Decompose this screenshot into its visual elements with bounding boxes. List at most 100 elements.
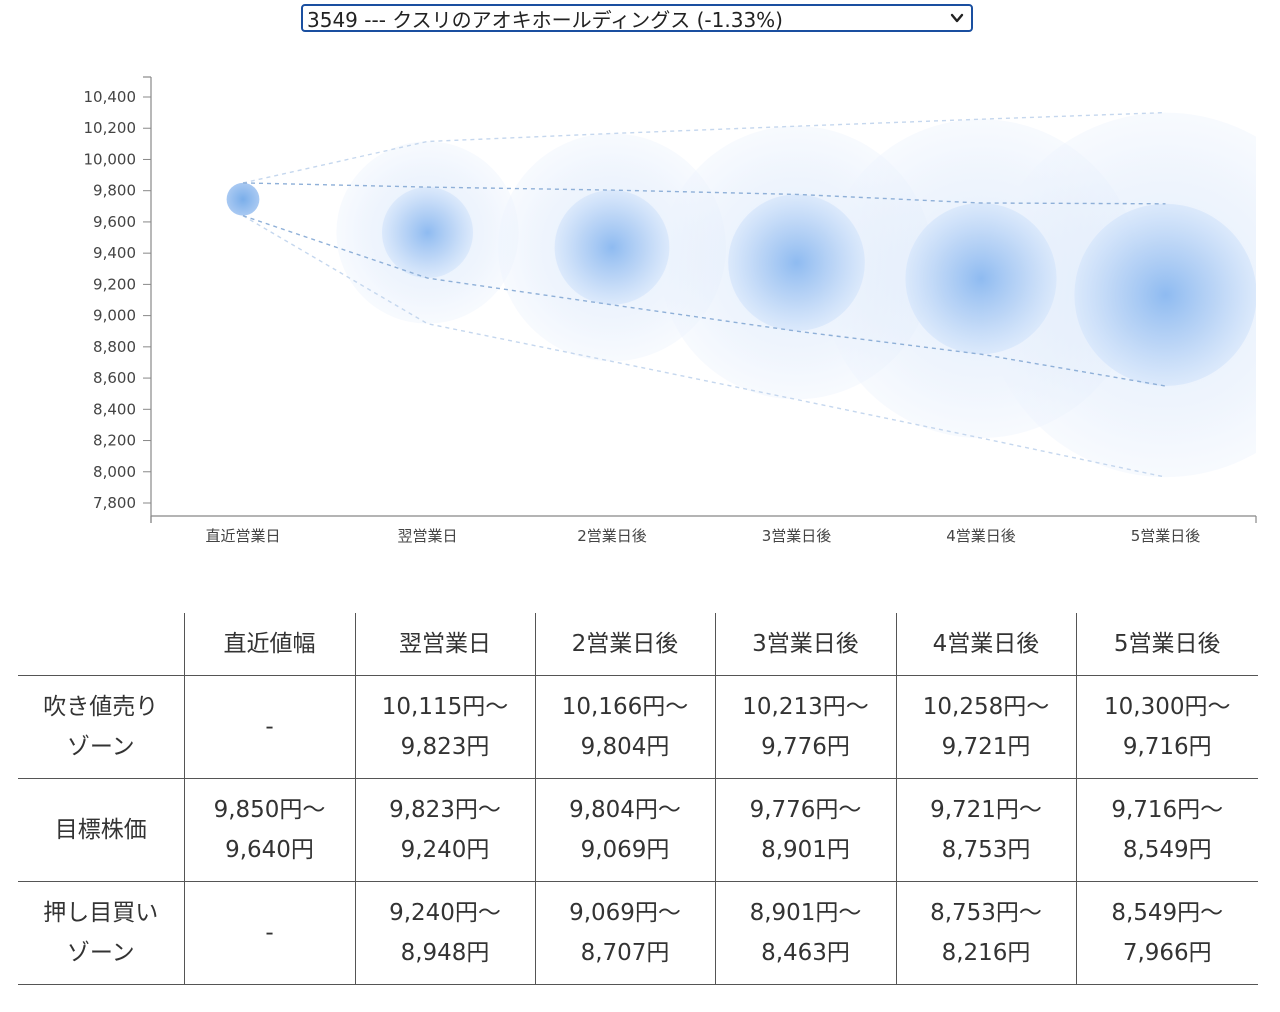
cell-value: 8,549円〜 [1111, 900, 1224, 926]
y-tick-label: 10,200 [84, 119, 137, 137]
table-cell: 9,776円〜 8,901円 [714, 778, 897, 882]
y-tick-label: 8,200 [93, 432, 136, 450]
table-cell: 9,823円〜 9,240円 [354, 778, 536, 882]
x-tick-label: 4営業日後 [946, 527, 1016, 545]
table-cell: 10,115円〜 9,823円 [354, 675, 536, 779]
outer-upper-line [242, 111, 1166, 184]
x-tick-label: 2営業日後 [577, 527, 647, 545]
cell-value: 9,069円〜 [569, 900, 681, 926]
table-header-cell: 2営業日後 [534, 613, 716, 676]
cell-value: 8,549円 [1122, 837, 1212, 863]
row-label-line: 目標株価 [54, 817, 147, 843]
table-cell: 10,166円〜 9,804円 [534, 675, 716, 779]
y-tick-label: 9,400 [93, 244, 136, 262]
y-tick-label: 9,800 [93, 182, 136, 200]
table-cell: 9,240円〜 8,948円 [354, 881, 536, 985]
table-corner-cell [18, 613, 185, 676]
row-label-line: 押し目買い [43, 900, 159, 926]
y-tick-label: 10,400 [84, 88, 137, 106]
cell-value: 9,776円〜 [749, 797, 862, 823]
table-header-cell: 5営業日後 [1075, 613, 1258, 676]
stock-select[interactable]: 3549 --- クスリのアオキホールディングス (-1.33%) [301, 4, 973, 32]
cell-value: - [265, 920, 274, 946]
table-cell: 9,716円〜 8,549円 [1075, 778, 1258, 882]
row-label-line: ゾーン [66, 940, 135, 966]
chevron-down-icon [950, 13, 964, 23]
y-tick-label: 8,400 [93, 400, 136, 418]
outer-lower-line [242, 215, 1166, 478]
table-cell: 9,721円〜 8,753円 [895, 778, 1077, 882]
forecast-table: 直近値幅 翌営業日 2営業日後 3営業日後 4営業日後 5営業日後 吹き値売り … [18, 613, 1258, 985]
cell-value: 8,948円 [400, 940, 490, 966]
y-tick-label: 9,200 [93, 275, 136, 293]
table-header-cell: 翌営業日 [354, 613, 536, 676]
cell-value: 9,721円〜 [930, 797, 1042, 823]
y-tick-label: 8,600 [93, 369, 136, 387]
cell-value: 9,850円〜 [213, 797, 326, 823]
y-tick-label: 8,800 [93, 338, 136, 356]
cell-value: 8,463円 [761, 940, 850, 966]
cell-value: 8,216円 [941, 940, 1031, 966]
cell-value: 10,300円〜 [1104, 694, 1231, 720]
inner-upper-line [242, 182, 1166, 205]
row-label-buy-zone: 押し目買い ゾーン [18, 881, 185, 985]
price-forecast-chart: 10,400 10,200 10,000 9,800 9,600 9,400 9,200 9,… [84, 76, 1257, 545]
cell-value: 10,258円〜 [922, 694, 1050, 720]
cell-value: 9,716円 [1122, 734, 1212, 760]
table-row: 目標株価 9,850円〜 9,640円 9,823円〜 9,240円 9,804円〜… [18, 778, 1258, 882]
target-range-bubble [381, 187, 474, 279]
y-tick-label: 8,000 [93, 463, 136, 481]
cell-value: 9,640円 [225, 837, 314, 863]
y-tick-label: 9,000 [93, 307, 136, 325]
cell-value: 8,707円 [580, 940, 670, 966]
cell-value: 9,804円〜 [569, 797, 681, 823]
table-header-cell: 4営業日後 [895, 613, 1077, 676]
cell-value: 9,823円 [400, 734, 490, 760]
row-label-line: 吹き値売り [43, 694, 159, 720]
cell-value: 9,823円〜 [389, 797, 501, 823]
cell-value: 8,753円〜 [930, 900, 1042, 926]
cell-value: 7,966円 [1122, 940, 1212, 966]
cell-value: 10,115円〜 [381, 694, 509, 720]
table-cell: 10,300円〜 9,716円 [1075, 675, 1258, 779]
table-header-row: 直近値幅 翌営業日 2営業日後 3営業日後 4営業日後 5営業日後 [18, 613, 1258, 676]
target-range-bubble [905, 203, 1057, 355]
cell-value: 9,716円〜 [1111, 797, 1224, 823]
x-tick-label: 直近営業日 [205, 527, 280, 545]
table-cell: 8,901円〜 8,463円 [714, 881, 897, 985]
cell-value: - [265, 714, 274, 740]
table-row: 押し目買い ゾーン - 9,240円〜 8,948円 9,069円〜 8,707円 … [18, 881, 1258, 985]
table-cell: 9,850円〜 9,640円 [183, 778, 356, 882]
table-cell: 9,804円〜 9,069円 [534, 778, 716, 882]
x-tick-label: 翌営業日 [397, 527, 457, 545]
cell-value: 9,804円 [580, 734, 670, 760]
cell-value: 9,069円 [580, 837, 670, 863]
table-cell: - [183, 881, 356, 985]
y-tick-label: 7,800 [93, 494, 136, 512]
table-row: 吹き値売り ゾーン - 10,115円〜 9,823円 10,166円〜 9,804… [18, 675, 1258, 779]
row-label-sell-zone: 吹き値売り ゾーン [18, 675, 185, 779]
cell-value: 8,901円 [761, 837, 850, 863]
cell-value: 8,753円 [941, 837, 1031, 863]
target-range-bubble [554, 189, 670, 305]
table-cell: 9,069円〜 8,707円 [534, 881, 716, 985]
cell-value: 10,213円〜 [742, 694, 869, 720]
target-range-bubble [1074, 203, 1256, 386]
cell-value: 9,240円〜 [389, 900, 501, 926]
table-cell: 10,258円〜 9,721円 [895, 675, 1077, 779]
cell-value: 9,776円 [761, 734, 850, 760]
x-tick-label: 3営業日後 [762, 527, 832, 545]
y-tick-label: 9,600 [93, 213, 136, 231]
stock-select-value: 3549 --- クスリのアオキホールディングス (-1.33%) [307, 7, 783, 32]
table-header-cell: 3営業日後 [714, 613, 897, 676]
table-cell: 8,753円〜 8,216円 [895, 881, 1077, 985]
y-tick-label: 10,000 [84, 150, 137, 168]
cell-value: 9,240円 [400, 837, 490, 863]
cell-value: 8,901円〜 [749, 900, 862, 926]
table-cell: - [183, 675, 356, 779]
cell-value: 9,721円 [941, 734, 1031, 760]
row-label-line: ゾーン [66, 734, 135, 760]
inner-lower-line [242, 215, 1166, 387]
target-range-bubble [728, 194, 865, 331]
table-cell: 10,213円〜 9,776円 [714, 675, 897, 779]
